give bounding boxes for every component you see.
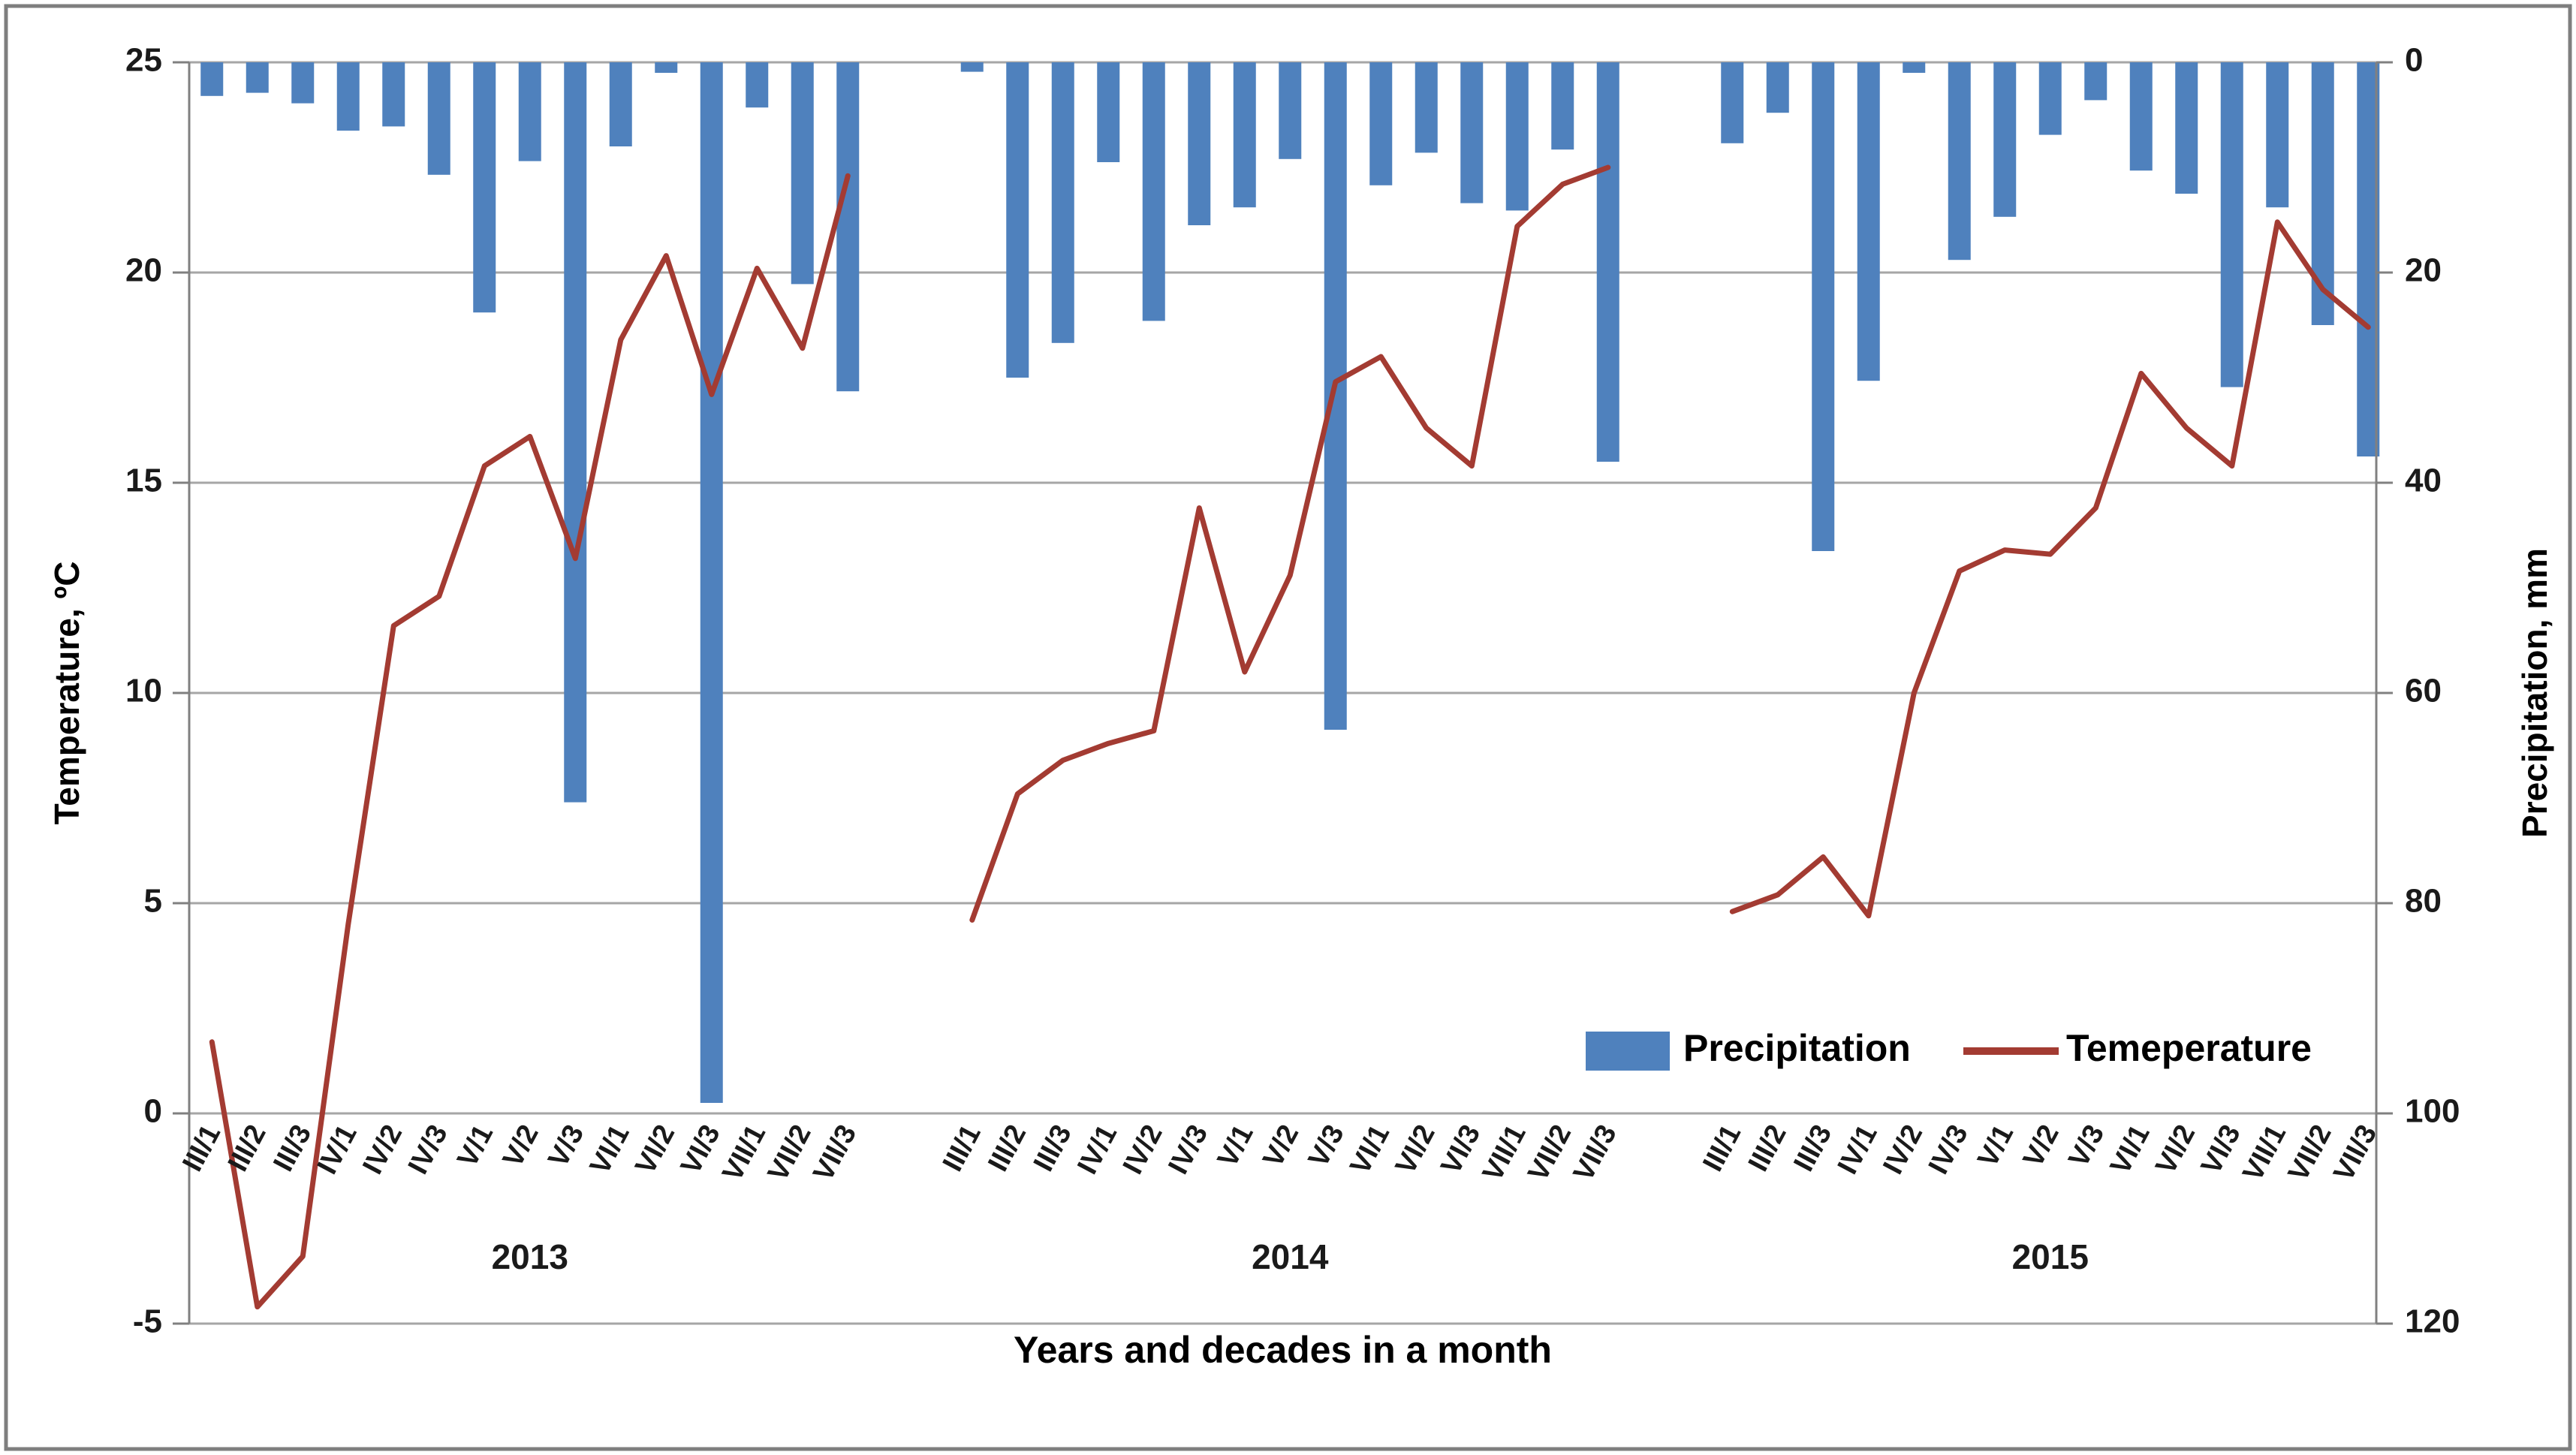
figure-border [4, 4, 2572, 1451]
precipitation-bar [1505, 62, 1529, 211]
year-label: 2015 [2012, 1237, 2089, 1276]
left-axis-tick-label: 0 [144, 1093, 162, 1130]
precipitation-bar [1233, 62, 1256, 208]
precipitation-bar [1596, 62, 1619, 462]
legend-precipitation-swatch [1586, 1032, 1670, 1071]
precipitation-bar [655, 62, 678, 73]
right-axis-title: Precipitation, mm [2515, 548, 2554, 838]
left-axis-tick-label: 15 [125, 462, 162, 499]
year-label: 2013 [492, 1237, 568, 1276]
precipitation-bar [1097, 62, 1120, 162]
precipitation-bar [1857, 62, 1880, 381]
temperature-line [209, 173, 851, 1310]
precipitation-bar [518, 62, 541, 161]
precipitation-bar [1948, 62, 1971, 261]
precipitation-bar [1766, 62, 1789, 113]
precipitation-bar [2038, 62, 2062, 135]
precipitation-bar [2129, 62, 2153, 171]
right-axis-tick-label: 120 [2405, 1303, 2460, 1340]
precipitation-bar [2266, 62, 2289, 208]
precipitation-bar [291, 62, 315, 104]
left-axis-tick-label: 25 [125, 42, 162, 79]
left-axis-tick-label: 5 [144, 883, 162, 920]
precipitation-bar [382, 62, 405, 127]
precipitation-bar [200, 62, 224, 96]
precipitation-bar [1188, 62, 1211, 225]
left-axis-tick-label: 20 [125, 252, 162, 289]
precipitation-bar [836, 62, 860, 392]
precipitation-bar [1051, 62, 1074, 343]
precipitation-bar [1142, 62, 1165, 321]
precipitation-bar [1279, 62, 1302, 159]
right-axis-tick-label: 20 [2405, 252, 2442, 289]
precipitation-bar [1812, 62, 1835, 551]
precipitation-bar [1993, 62, 2017, 217]
precipitation-bar [791, 62, 814, 285]
right-axis-tick-label: 80 [2405, 883, 2442, 920]
precipitation-bar [2084, 62, 2107, 101]
precipitation-bar [1903, 62, 1926, 73]
precipitation-bar [1006, 62, 1029, 378]
precipitation-bar [1324, 62, 1347, 730]
precipitation-bar [2220, 62, 2243, 387]
precipitation-bar [1460, 62, 1484, 203]
right-axis-tick-label: 40 [2405, 462, 2442, 499]
right-axis-tick-label: 0 [2405, 42, 2423, 79]
precipitation-bar [700, 62, 723, 1103]
legend-temperature-label: Temeperature [2066, 1027, 2312, 1069]
x-axis-title: Years and decades in a month [1014, 1329, 1552, 1371]
year-label: 2014 [1252, 1237, 1329, 1276]
precipitation-bar [427, 62, 450, 175]
precipitation-bar [609, 62, 632, 146]
temperature-line [969, 164, 1611, 923]
precipitation-bar [336, 62, 360, 131]
precipitation-bar [1721, 62, 1744, 143]
precipitation-bar [1415, 62, 1438, 153]
left-axis-tick-label: -5 [133, 1303, 162, 1340]
precipitation-bar [960, 62, 984, 72]
precipitation-bar [746, 62, 769, 108]
legend-precipitation-label: Precipitation [1683, 1027, 1911, 1069]
right-axis-tick-label: 60 [2405, 673, 2442, 709]
precipitation-bar [564, 62, 587, 803]
left-axis-tick-label: 10 [125, 673, 162, 709]
precipitation-bar [246, 62, 269, 93]
temperature-line [1729, 219, 2371, 919]
precipitation-bar [1369, 62, 1393, 185]
precipitation-bar [1551, 62, 1574, 150]
left-axis-title: Temperature, ºC [47, 562, 86, 825]
right-axis-tick-label: 100 [2405, 1093, 2460, 1130]
precipitation-bar [473, 62, 496, 313]
precipitation-bar [2175, 62, 2198, 194]
